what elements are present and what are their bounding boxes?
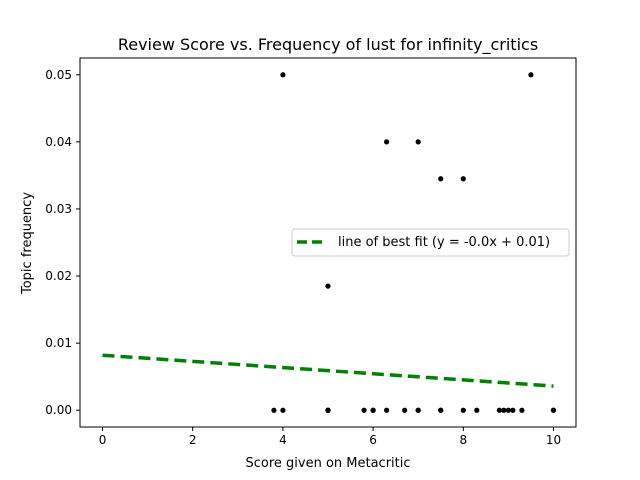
x-tick-label: 6 (369, 433, 377, 447)
scatter-point (505, 407, 511, 413)
y-tick-label: 0.00 (45, 403, 72, 417)
scatter-point (271, 407, 277, 413)
scatter-point (460, 407, 466, 413)
scatter-point (325, 407, 331, 413)
legend: line of best fit (y = -0.0x + 0.01) (291, 228, 570, 257)
scatter-point (510, 407, 516, 413)
scatter-point (280, 407, 286, 413)
scatter-point (438, 176, 444, 182)
scatter-point (384, 139, 390, 145)
y-tick-label: 0.02 (45, 269, 72, 283)
x-axis-label: Score given on Metacritic (245, 456, 410, 471)
scatter-point (361, 407, 367, 413)
x-tick-label: 8 (459, 433, 467, 447)
y-tick-label: 0.01 (45, 336, 72, 350)
y-tick-label: 0.04 (45, 135, 72, 149)
axis-ticks: 0 2 4 6 8 10 0.00 0.01 0.02 0.03 0.04 0.05 (45, 68, 561, 447)
scatter-point (496, 407, 502, 413)
legend-label: line of best fit (y = -0.0x + 0.01) (338, 235, 550, 250)
scatter-point (550, 407, 557, 413)
scatter-point (501, 407, 507, 413)
y-tick-label: 0.03 (45, 202, 72, 216)
scatter-point (519, 407, 525, 413)
scatter-points (271, 72, 557, 413)
y-axis-label: Topic frequency (20, 192, 35, 295)
scatter-point (415, 407, 421, 413)
scatter-point (415, 139, 421, 145)
scatter-point (402, 407, 408, 413)
chart-title: Review Score vs. Frequency of lust for i… (118, 35, 538, 55)
scatter-point (474, 407, 480, 413)
legend-box (291, 228, 570, 257)
scatter-point (384, 407, 390, 413)
scatter-point (325, 283, 331, 289)
scatter-point (528, 72, 534, 78)
plot-frame (79, 57, 577, 428)
scatter-point (280, 72, 286, 78)
scatter-point (460, 176, 466, 182)
x-tick-label: 0 (99, 433, 107, 447)
x-tick-label: 2 (189, 433, 197, 447)
y-tick-label: 0.05 (45, 68, 72, 82)
x-tick-label: 4 (279, 433, 287, 447)
x-tick-label: 10 (546, 433, 561, 447)
fit-line-group (102, 353, 554, 388)
scatter-point (370, 407, 376, 413)
scatter-point (438, 407, 444, 413)
best-fit-line (102, 353, 554, 388)
